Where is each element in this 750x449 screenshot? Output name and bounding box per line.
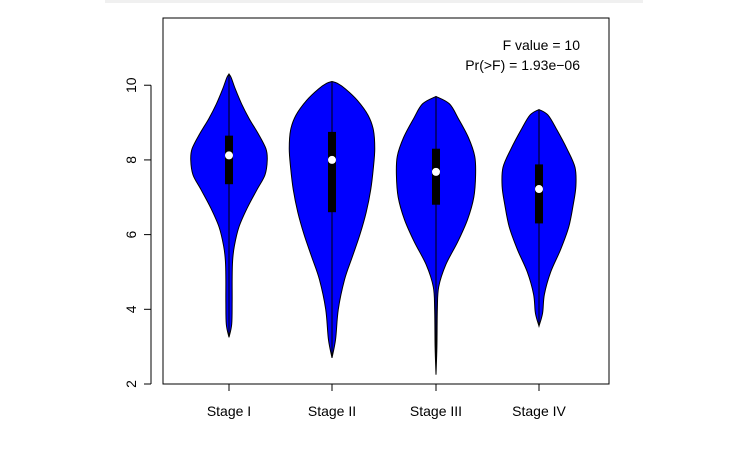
violin-stage-iii [395, 95, 477, 375]
y-tick-label: 8 [123, 156, 139, 164]
f-value-annotation: F value = 10 [503, 37, 581, 53]
y-tick-label: 6 [123, 231, 139, 239]
x-tick-label: Stage II [308, 403, 356, 419]
iqr-box [225, 135, 233, 185]
p-value-annotation: Pr(>F) = 1.93e−06 [465, 57, 580, 73]
violins-layer [190, 73, 577, 375]
violin-stage-iv [501, 108, 577, 328]
y-tick-label: 2 [123, 380, 139, 388]
median-dot [535, 185, 543, 194]
iqr-box [328, 131, 336, 213]
y-tick-label: 10 [123, 77, 139, 93]
x-tick-label: Stage IV [512, 403, 566, 419]
y-tick-label: 4 [123, 305, 139, 313]
violin-stage-ii [288, 80, 376, 358]
iqr-box [535, 164, 543, 224]
median-dot [328, 155, 336, 164]
violin-stage-i [190, 73, 268, 338]
x-tick-label: Stage I [207, 403, 251, 419]
median-dot [225, 151, 233, 160]
median-dot [432, 167, 440, 176]
iqr-box [432, 148, 440, 205]
y-axis: 2 4 6 8 10 [123, 77, 152, 388]
x-axis: Stage I Stage II Stage III Stage IV [207, 383, 567, 419]
top-border-strip [105, 0, 643, 3]
x-tick-label: Stage III [410, 403, 462, 419]
